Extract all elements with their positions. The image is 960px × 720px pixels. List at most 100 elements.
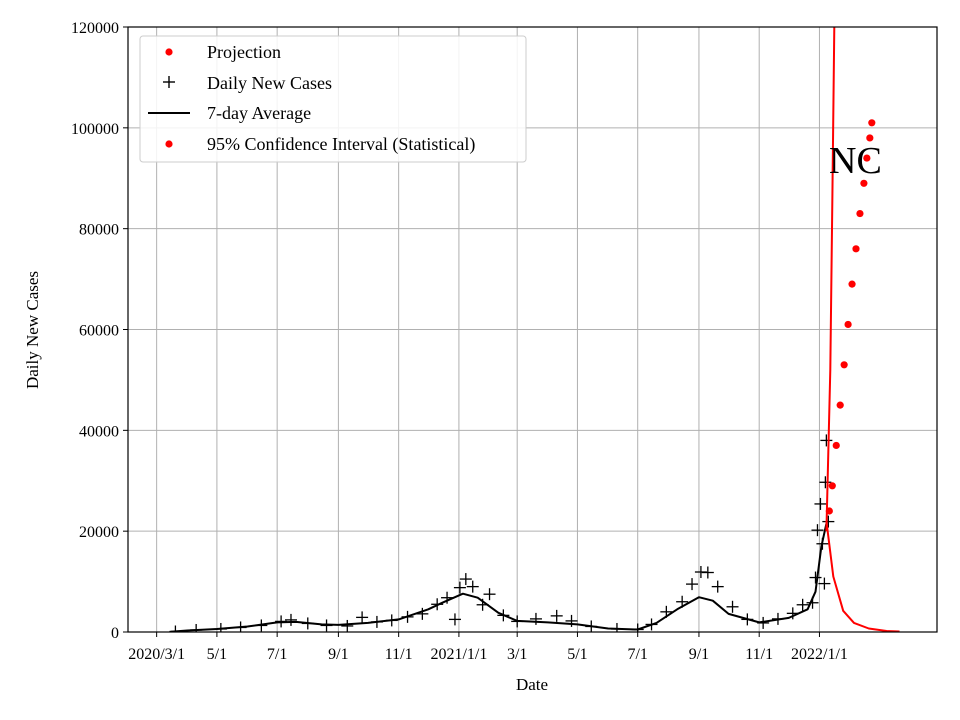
data-point-daily-new-cases bbox=[585, 620, 598, 632]
data-point-daily-new-cases bbox=[190, 623, 203, 632]
data-point-daily-new-cases bbox=[822, 515, 835, 528]
data-point-daily-new-cases bbox=[370, 615, 383, 628]
legend-label-7-day-average: 7-day Average bbox=[207, 103, 311, 123]
y-tick-label: 60000 bbox=[79, 323, 119, 340]
data-point-daily-new-cases bbox=[726, 600, 739, 613]
legend-marker-projection bbox=[165, 48, 173, 56]
data-point-daily-new-cases bbox=[757, 616, 770, 629]
data-point-daily-new-cases bbox=[466, 580, 479, 593]
data-point-daily-new-cases bbox=[676, 595, 689, 608]
x-tick-label: 2021/1/1 bbox=[430, 646, 487, 663]
data-point-daily-new-cases bbox=[275, 615, 288, 628]
data-point-daily-new-cases bbox=[741, 613, 754, 626]
data-point-daily-new-cases bbox=[565, 614, 578, 627]
data-point-daily-new-cases bbox=[431, 598, 444, 611]
data-point-daily-new-cases bbox=[301, 617, 314, 630]
x-tick-label: 3/1 bbox=[507, 646, 527, 663]
data-point-daily-new-cases bbox=[385, 614, 398, 627]
data-point-daily-new-cases bbox=[631, 623, 644, 632]
series-line-projection-decline bbox=[825, 520, 900, 632]
data-point-95-confidence-interval-statistical bbox=[863, 154, 871, 162]
data-point-daily-new-cases bbox=[483, 588, 496, 601]
series-line-projection bbox=[825, 27, 836, 532]
data-point-daily-new-cases bbox=[809, 571, 822, 584]
series-daily-new-cases bbox=[169, 434, 835, 632]
data-point-95-confidence-interval-statistical bbox=[832, 441, 840, 450]
plot-area bbox=[169, 27, 900, 632]
data-point-daily-new-cases bbox=[806, 596, 819, 609]
x-tick-label: 2020/3/1 bbox=[128, 646, 185, 663]
data-point-daily-new-cases bbox=[820, 434, 833, 447]
data-point-daily-new-cases bbox=[816, 537, 829, 550]
x-tick-label: 11/1 bbox=[745, 646, 773, 663]
data-point-daily-new-cases bbox=[356, 611, 369, 624]
data-point-95-confidence-interval-statistical bbox=[856, 209, 864, 218]
x-tick-label: 2022/1/1 bbox=[791, 646, 848, 663]
data-point-daily-new-cases bbox=[214, 622, 227, 632]
data-point-daily-new-cases bbox=[550, 609, 563, 622]
data-point-95-confidence-interval-statistical bbox=[868, 119, 876, 127]
data-point-daily-new-cases bbox=[819, 476, 832, 489]
data-point-daily-new-cases bbox=[341, 619, 354, 632]
y-tick-label: 80000 bbox=[79, 222, 119, 239]
data-point-daily-new-cases bbox=[416, 607, 429, 620]
data-point-daily-new-cases bbox=[610, 622, 623, 632]
data-point-daily-new-cases bbox=[441, 591, 454, 604]
data-point-95-confidence-interval-statistical bbox=[836, 401, 844, 409]
data-point-daily-new-cases bbox=[786, 607, 799, 620]
y-tick-label: 20000 bbox=[79, 524, 119, 541]
data-point-daily-new-cases bbox=[686, 578, 699, 591]
data-point-daily-new-cases bbox=[529, 612, 542, 625]
x-axis-label: Date bbox=[516, 675, 548, 694]
y-tick-label: 120000 bbox=[71, 20, 119, 37]
data-point-daily-new-cases bbox=[711, 580, 724, 593]
data-point-95-confidence-interval-statistical bbox=[860, 179, 868, 187]
data-point-daily-new-cases bbox=[476, 598, 489, 611]
y-tick-label: 100000 bbox=[71, 121, 119, 138]
data-point-daily-new-cases bbox=[459, 573, 472, 586]
data-point-95-confidence-interval-statistical bbox=[852, 245, 860, 253]
data-point-daily-new-cases bbox=[497, 609, 510, 622]
legend-label-confidence-interval: 95% Confidence Interval (Statistical) bbox=[207, 134, 475, 155]
data-point-95-confidence-interval-statistical bbox=[866, 134, 874, 142]
data-point-daily-new-cases bbox=[811, 524, 824, 537]
x-tick-label: 9/1 bbox=[689, 646, 709, 663]
y-tick-label: 0 bbox=[111, 625, 119, 642]
data-point-95-confidence-interval-statistical bbox=[828, 482, 836, 490]
data-point-daily-new-cases bbox=[814, 497, 827, 510]
x-tick-label: 11/1 bbox=[385, 646, 413, 663]
legend-label-daily-new-cases: Daily New Cases bbox=[207, 73, 332, 93]
data-point-95-confidence-interval-statistical bbox=[825, 507, 833, 515]
data-point-95-confidence-interval-statistical bbox=[840, 361, 848, 369]
x-tick-label: 7/1 bbox=[627, 646, 647, 663]
data-point-daily-new-cases bbox=[448, 613, 461, 626]
data-point-daily-new-cases bbox=[796, 598, 809, 611]
data-point-daily-new-cases bbox=[401, 610, 414, 623]
data-point-daily-new-cases bbox=[771, 612, 784, 625]
y-tick-label: 40000 bbox=[79, 423, 119, 440]
x-tick-label: 9/1 bbox=[328, 646, 348, 663]
y-axis-label: Daily New Cases bbox=[23, 271, 42, 389]
axis-ticks: 2020/3/1 5/1 7/1 9/1 11/1 2021/1/1 3/1 5/1 7/1 9/… bbox=[71, 20, 848, 663]
x-tick-label: 5/1 bbox=[567, 646, 587, 663]
data-point-daily-new-cases bbox=[320, 619, 333, 632]
data-point-daily-new-cases bbox=[660, 605, 673, 618]
data-point-daily-new-cases bbox=[511, 615, 524, 628]
legend: Projection Daily New Cases 7-day Average… bbox=[139, 35, 527, 163]
x-tick-label: 5/1 bbox=[207, 646, 227, 663]
legend-label-projection: Projection bbox=[207, 42, 281, 62]
data-point-daily-new-cases bbox=[284, 613, 297, 626]
legend-marker-daily-new-cases bbox=[163, 76, 175, 88]
data-point-daily-new-cases bbox=[255, 619, 268, 632]
legend-marker-confidence-interval bbox=[165, 140, 173, 148]
x-tick-label: 7/1 bbox=[267, 646, 287, 663]
data-point-95-confidence-interval-statistical bbox=[844, 320, 852, 329]
chart-annotation: NC bbox=[829, 140, 882, 182]
data-point-daily-new-cases bbox=[818, 577, 831, 590]
data-point-daily-new-cases bbox=[453, 581, 466, 594]
data-point-95-confidence-interval-statistical bbox=[848, 280, 856, 288]
legend-frame bbox=[139, 35, 527, 163]
data-point-daily-new-cases bbox=[645, 618, 658, 631]
data-point-daily-new-cases bbox=[701, 566, 714, 579]
